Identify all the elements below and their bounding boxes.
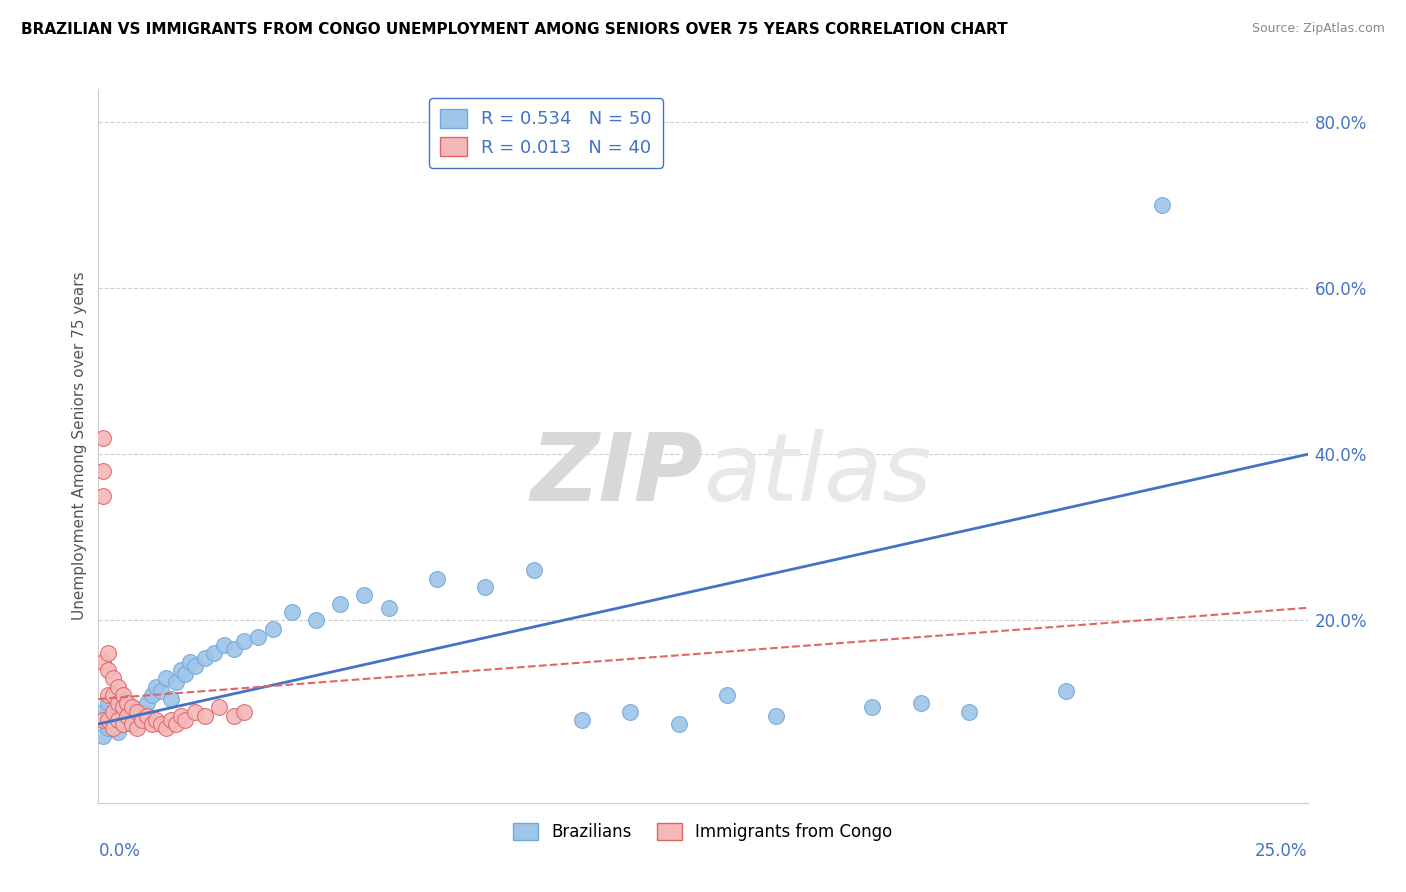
Point xyxy=(150,683,173,698)
Point xyxy=(426,572,449,586)
Point xyxy=(262,622,284,636)
Point xyxy=(474,580,496,594)
Point xyxy=(165,675,187,690)
Point xyxy=(910,696,932,710)
Point xyxy=(107,700,129,714)
Point xyxy=(127,721,149,735)
Point xyxy=(232,634,254,648)
Point xyxy=(860,700,883,714)
Point xyxy=(91,713,114,727)
Point xyxy=(184,705,207,719)
Point xyxy=(668,717,690,731)
Point xyxy=(91,655,114,669)
Point xyxy=(523,564,546,578)
Point xyxy=(150,717,173,731)
Text: 0.0%: 0.0% xyxy=(98,842,141,860)
Point xyxy=(377,600,399,615)
Point xyxy=(169,663,191,677)
Point xyxy=(155,671,177,685)
Text: BRAZILIAN VS IMMIGRANTS FROM CONGO UNEMPLOYMENT AMONG SENIORS OVER 75 YEARS CORR: BRAZILIAN VS IMMIGRANTS FROM CONGO UNEMP… xyxy=(21,22,1008,37)
Point xyxy=(571,713,593,727)
Point xyxy=(101,688,124,702)
Point xyxy=(208,700,231,714)
Point xyxy=(117,696,139,710)
Point xyxy=(135,708,157,723)
Point xyxy=(127,713,149,727)
Point xyxy=(107,680,129,694)
Point xyxy=(957,705,980,719)
Point xyxy=(619,705,641,719)
Point xyxy=(91,730,114,744)
Point xyxy=(160,692,183,706)
Point xyxy=(155,721,177,735)
Point xyxy=(111,717,134,731)
Text: ZIP: ZIP xyxy=(530,428,703,521)
Point xyxy=(194,708,217,723)
Text: Source: ZipAtlas.com: Source: ZipAtlas.com xyxy=(1251,22,1385,36)
Point xyxy=(101,721,124,735)
Point xyxy=(101,688,124,702)
Point xyxy=(91,431,114,445)
Point xyxy=(232,705,254,719)
Point xyxy=(222,642,245,657)
Point xyxy=(107,696,129,710)
Point xyxy=(145,680,167,694)
Point xyxy=(179,655,201,669)
Point xyxy=(111,717,134,731)
Point xyxy=(101,671,124,685)
Point xyxy=(127,705,149,719)
Point xyxy=(97,688,120,702)
Text: 25.0%: 25.0% xyxy=(1256,842,1308,860)
Point xyxy=(121,700,143,714)
Point xyxy=(765,708,787,723)
Point xyxy=(194,650,217,665)
Point xyxy=(97,713,120,727)
Point xyxy=(184,659,207,673)
Point xyxy=(212,638,235,652)
Point xyxy=(131,713,153,727)
Point xyxy=(121,700,143,714)
Point xyxy=(107,725,129,739)
Y-axis label: Unemployment Among Seniors over 75 years: Unemployment Among Seniors over 75 years xyxy=(72,272,87,620)
Point xyxy=(91,489,114,503)
Point xyxy=(141,688,163,702)
Point xyxy=(1054,683,1077,698)
Point xyxy=(117,708,139,723)
Point xyxy=(1152,198,1174,212)
Point xyxy=(353,588,375,602)
Point xyxy=(107,713,129,727)
Point xyxy=(204,647,226,661)
Point xyxy=(160,713,183,727)
Point xyxy=(281,605,304,619)
Point xyxy=(117,708,139,723)
Point xyxy=(329,597,352,611)
Point xyxy=(247,630,270,644)
Point xyxy=(97,721,120,735)
Point xyxy=(135,696,157,710)
Point xyxy=(97,647,120,661)
Point xyxy=(111,692,134,706)
Point xyxy=(141,717,163,731)
Point xyxy=(174,713,197,727)
Point xyxy=(145,713,167,727)
Text: atlas: atlas xyxy=(703,429,931,520)
Point xyxy=(174,667,197,681)
Point xyxy=(111,700,134,714)
Point xyxy=(91,705,114,719)
Point xyxy=(97,696,120,710)
Point xyxy=(101,705,124,719)
Point xyxy=(305,613,328,627)
Point xyxy=(165,717,187,731)
Point xyxy=(222,708,245,723)
Legend: Brazilians, Immigrants from Congo: Brazilians, Immigrants from Congo xyxy=(506,816,900,848)
Point xyxy=(169,708,191,723)
Point xyxy=(101,713,124,727)
Point xyxy=(121,717,143,731)
Point xyxy=(716,688,738,702)
Point xyxy=(131,705,153,719)
Point xyxy=(111,688,134,702)
Point xyxy=(97,663,120,677)
Point xyxy=(91,464,114,478)
